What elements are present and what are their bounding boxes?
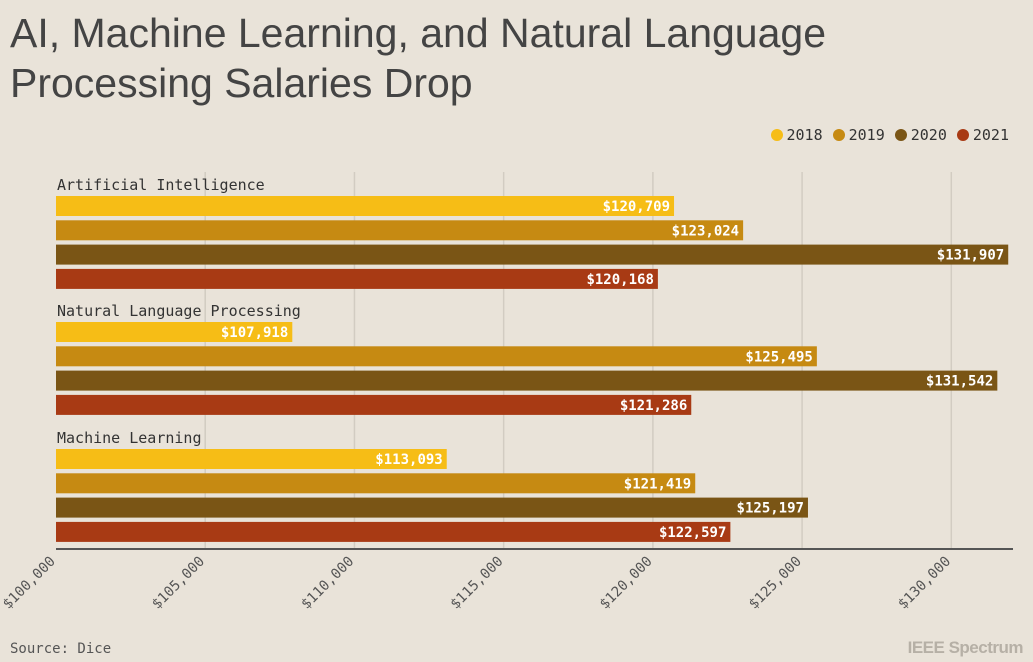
bar-2019 xyxy=(56,220,744,241)
legend-label: 2019 xyxy=(848,126,885,144)
bar-2018 xyxy=(56,322,293,342)
bar-2020 xyxy=(56,244,1009,265)
bar-2020 xyxy=(56,370,998,391)
data-label: $125,495 xyxy=(745,349,812,365)
legend: 2018 2019 2020 2021 xyxy=(770,126,1009,144)
bar-2019 xyxy=(56,473,696,494)
bar-2018 xyxy=(56,196,675,216)
category-label: Artificial Intelligence xyxy=(57,176,265,194)
category-label: Machine Learning xyxy=(57,429,202,447)
data-label: $120,709 xyxy=(603,199,670,215)
data-label: $107,918 xyxy=(221,325,288,341)
source-note: Source: Dice xyxy=(10,641,112,657)
legend-swatch xyxy=(770,129,783,141)
x-tick-label: $105,000 xyxy=(149,554,208,613)
data-label: $113,093 xyxy=(375,452,442,468)
x-tick-label: $110,000 xyxy=(298,554,357,613)
data-label: $121,419 xyxy=(624,476,691,492)
data-label: $131,542 xyxy=(926,374,993,390)
category-label: Natural Language Processing xyxy=(57,302,301,320)
x-tick-label: $100,000 xyxy=(0,554,59,613)
bar-2021 xyxy=(56,521,731,542)
legend-item-2020: 2020 xyxy=(894,126,947,144)
legend-swatch xyxy=(894,129,907,141)
legend-item-2021: 2021 xyxy=(956,126,1009,144)
x-tick-label: $115,000 xyxy=(447,554,506,613)
bar-chart: $100,000 $105,000 $110,000 $115,000 $120,000… xyxy=(0,172,1013,613)
x-tick-label: $125,000 xyxy=(746,554,805,613)
data-label: $131,907 xyxy=(937,248,1004,264)
legend-swatch xyxy=(956,129,969,141)
brand-logo: IEEE Spectrum xyxy=(907,638,1024,657)
legend-item-2018: 2018 xyxy=(770,126,823,144)
legend-item-2019: 2019 xyxy=(832,126,885,144)
legend-swatch xyxy=(832,129,845,141)
legend-label: 2018 xyxy=(786,126,823,144)
bar-2020 xyxy=(56,497,808,518)
bar-2021 xyxy=(56,268,658,289)
data-label: $121,286 xyxy=(620,398,687,414)
legend-label: 2021 xyxy=(972,126,1009,144)
data-label: $120,168 xyxy=(586,272,653,288)
legend-label: 2020 xyxy=(910,126,947,144)
x-tick-label: $120,000 xyxy=(597,554,656,613)
chart-title: AI, Machine Learning, and Natural Langua… xyxy=(10,10,827,106)
bar-2018 xyxy=(56,449,447,469)
bar-2021 xyxy=(56,394,692,415)
data-label: $122,597 xyxy=(659,525,726,541)
data-label: $123,024 xyxy=(672,223,739,239)
x-tick-label: $130,000 xyxy=(895,554,954,613)
data-label: $125,197 xyxy=(737,501,804,517)
bar-2019 xyxy=(56,346,817,367)
